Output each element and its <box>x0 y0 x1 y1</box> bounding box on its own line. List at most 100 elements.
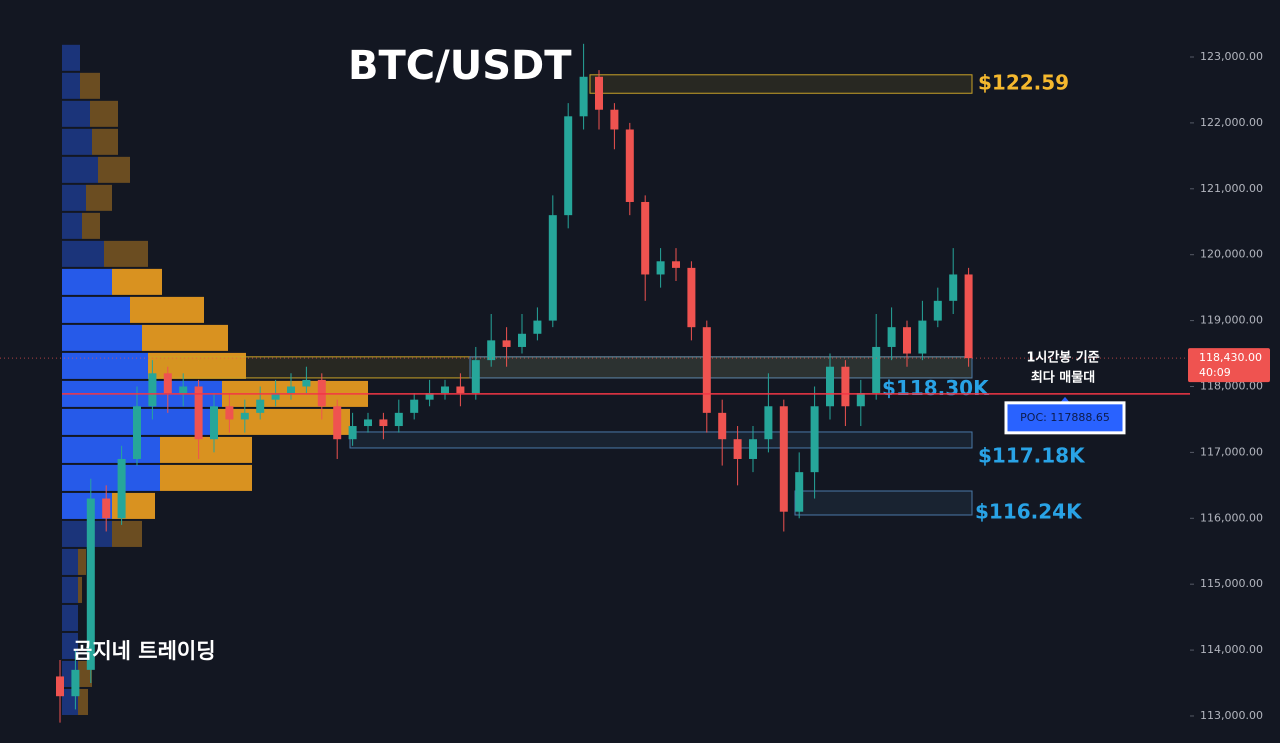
candle-body <box>163 373 172 394</box>
candle-body <box>672 261 680 268</box>
profile-buy <box>62 464 160 491</box>
candle-body <box>133 406 141 459</box>
candle-body <box>271 393 280 400</box>
candle-body <box>287 386 295 394</box>
profile-buy <box>62 212 82 239</box>
candle-body <box>826 366 834 407</box>
candle-body <box>933 300 942 321</box>
candle-body <box>579 76 588 117</box>
y-tick-label: 123,000.00 <box>1200 50 1263 63</box>
profile-buy <box>62 352 148 379</box>
profile-sell <box>80 72 100 99</box>
candle-body <box>687 267 696 328</box>
y-tick-label: 114,000.00 <box>1200 643 1263 656</box>
y-tick-label: 121,000.00 <box>1200 182 1263 195</box>
candle-body <box>625 129 634 202</box>
candle-body <box>548 215 557 321</box>
zone <box>469 356 973 379</box>
candle-body <box>903 327 911 354</box>
candle-body <box>656 261 665 275</box>
profile-sell <box>112 520 142 547</box>
candle-body <box>795 472 804 512</box>
profile-sell <box>130 296 204 323</box>
last-price-label: 118,430.00 <box>1199 351 1262 364</box>
profile-buy <box>62 100 90 127</box>
y-tick-label: 113,000.00 <box>1200 709 1263 722</box>
candle-body <box>841 366 850 407</box>
profile-buy <box>62 128 92 155</box>
candle-body <box>887 327 896 347</box>
countdown: 40:09 <box>1199 366 1231 379</box>
candle-body <box>918 320 927 354</box>
candle-body <box>225 406 234 420</box>
profile-sell <box>78 548 86 575</box>
candle-body <box>71 669 80 697</box>
candle-body <box>949 274 958 301</box>
last-price-badge <box>1188 348 1270 383</box>
candle-body <box>779 406 788 512</box>
candle-body <box>102 498 111 519</box>
candle-body <box>333 406 342 440</box>
candle-body <box>564 116 573 216</box>
profile-buy <box>62 240 104 267</box>
profile-buy <box>62 548 78 575</box>
candle-body <box>56 676 64 697</box>
candle-body <box>348 426 357 440</box>
profile-sell <box>112 268 162 295</box>
poc-box <box>1004 401 1126 435</box>
profile-buy <box>62 436 160 463</box>
profile-sell <box>160 436 252 463</box>
profile-buy <box>62 268 112 295</box>
candle-body <box>148 373 157 407</box>
profile-sell <box>78 688 88 715</box>
candle-body <box>610 109 619 130</box>
zone-label: $117.18K <box>978 443 1086 467</box>
y-tick-label: 116,000.00 <box>1200 511 1263 524</box>
candle-body <box>872 346 881 394</box>
zone-label: $116.24K <box>975 499 1083 523</box>
candle-body <box>441 386 449 394</box>
candle-body <box>302 379 311 387</box>
profile-buy <box>62 44 80 71</box>
candle-body <box>425 393 434 400</box>
candle-body <box>733 439 742 459</box>
profile-sell <box>82 212 100 239</box>
candle-body <box>256 399 265 413</box>
candle-body <box>595 76 603 110</box>
profile-sell <box>90 100 118 127</box>
y-tick-label: 115,000.00 <box>1200 577 1263 590</box>
candle-body <box>471 360 480 394</box>
chart-title: BTC/USDT <box>348 43 572 89</box>
candle-body <box>702 327 711 413</box>
profile-buy <box>62 156 98 183</box>
profile-buy <box>62 296 130 323</box>
candle-body <box>749 439 757 459</box>
candle-body <box>810 406 819 473</box>
candle-body <box>379 419 388 427</box>
zone <box>794 490 973 516</box>
profile-buy <box>62 632 78 659</box>
profile-sell <box>78 576 82 603</box>
candle-body <box>210 406 218 440</box>
candle-body <box>518 333 526 347</box>
annotation: 1시간봉 기준 <box>1026 350 1099 366</box>
zone <box>589 74 973 94</box>
profile-buy <box>62 184 86 211</box>
profile-buy <box>62 576 78 603</box>
profile-sell <box>98 156 130 183</box>
candle-body <box>364 419 372 427</box>
candle-body <box>487 340 496 361</box>
candle-body <box>240 412 249 420</box>
profile-buy <box>62 604 78 631</box>
candle-body <box>86 498 95 670</box>
candle-body <box>179 386 188 394</box>
y-tick-label: 119,000.00 <box>1200 314 1263 327</box>
candle-body <box>394 412 403 427</box>
candle-body <box>533 320 542 334</box>
profile-buy <box>62 324 142 351</box>
candle-body <box>194 386 203 440</box>
candle-body <box>856 393 865 407</box>
y-tick-label: 120,000.00 <box>1200 248 1263 261</box>
